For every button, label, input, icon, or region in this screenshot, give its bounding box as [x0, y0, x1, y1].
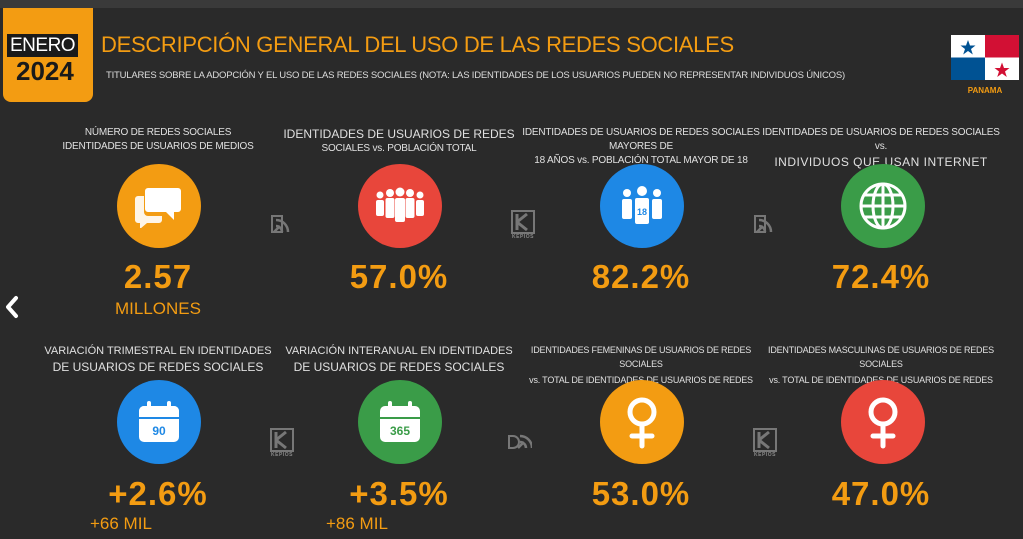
stat-label-line1: IDENTIDADES MASCULINAS DE USUARIOS DE RE…: [768, 345, 994, 369]
stat-value: 57.0%: [349, 258, 449, 295]
stat-value: 2.57: [123, 258, 193, 295]
stat-card-vs-internet: IDENTIDADES DE USUARIOS DE REDES SOCIALE…: [761, 126, 1001, 170]
stat-label-line1: IDENTIDADES DE USUARIOS DE REDES: [283, 127, 515, 141]
stat-unit: MILLONES: [115, 299, 201, 318]
globe-icon: [841, 164, 925, 248]
stat-change: +66 MIL: [90, 514, 152, 533]
datareportal-logo-icon: [750, 212, 780, 246]
icon-text: 18: [637, 207, 647, 217]
stat-card-quarterly: VARIACIÓN TRIMESTRAL EN IDENTIDADES DE U…: [38, 343, 278, 375]
chevron-left-icon: [6, 296, 18, 318]
kepios-label: KEPIOS: [271, 452, 293, 458]
kepios-logo-icon: KEPIOS: [750, 428, 780, 462]
people-group-icon: [358, 164, 442, 248]
icon-text: 90: [152, 424, 166, 438]
stat-card-social-users: NÚMERO DE REDES SOCIALES IDENTIDADES DE …: [38, 126, 278, 154]
stat-value: 82.2%: [591, 258, 691, 295]
speech-bubbles-icon: [117, 164, 201, 248]
female-symbol-icon: [600, 380, 684, 464]
date-year: 2024: [16, 56, 74, 86]
calendar-365-icon: 365: [358, 380, 442, 464]
stat-value: 53.0%: [591, 475, 691, 512]
kepios-logo-icon: KEPIOS: [267, 428, 297, 462]
country-label: PANAMA: [967, 86, 1003, 95]
date-month: ENERO: [7, 34, 79, 57]
stat-change: +86 MIL: [326, 514, 388, 533]
kepios-label: KEPIOS: [754, 452, 776, 458]
stat-value: 47.0%: [831, 475, 931, 512]
stat-card-annual: VARIACIÓN INTERANUAL EN IDENTIDADES DE U…: [279, 343, 519, 375]
stat-label-line2: SOCIALES vs. POBLACIÓN TOTAL: [321, 143, 477, 154]
stat-value: +2.6%: [108, 475, 208, 512]
stat-label-line1: IDENTIDADES DE USUARIOS DE REDES SOCIALE…: [762, 127, 1000, 152]
adults-18-icon: 18: [600, 164, 684, 248]
previous-slide-button[interactable]: [2, 292, 22, 322]
page-subtitle: TITULARES SOBRE LA ADOPCIÓN Y EL USO DE …: [106, 70, 845, 81]
stat-label-line1: VARIACIÓN INTERANUAL EN IDENTIDADES: [285, 345, 513, 357]
stat-card-vs-population: IDENTIDADES DE USUARIOS DE REDES SOCIALE…: [279, 126, 519, 156]
datareportal-logo-icon: [505, 428, 535, 462]
kepios-label: KEPIOS: [512, 234, 534, 240]
top-strip: [0, 0, 1023, 8]
stat-label-line2: DE USUARIOS DE REDES SOCIALES: [52, 360, 264, 374]
calendar-90-icon: 90: [117, 380, 201, 464]
stat-value: 72.4%: [831, 258, 931, 295]
female-symbol-icon: [841, 380, 925, 464]
panama-flag-icon: [951, 35, 1019, 80]
icon-text: 365: [390, 424, 410, 438]
stat-label-line1: VARIACIÓN TRIMESTRAL EN IDENTIDADES: [44, 345, 272, 357]
datareportal-logo-icon: [267, 212, 297, 246]
stat-value: +3.5%: [349, 475, 449, 512]
stat-label-line1: NÚMERO DE REDES SOCIALES: [84, 127, 232, 138]
kepios-logo-icon: KEPIOS: [508, 210, 538, 244]
stat-label-line2: IDENTIDADES DE USUARIOS DE MEDIOS: [62, 141, 254, 152]
stat-label-line1: IDENTIDADES DE USUARIOS DE REDES SOCIALE…: [522, 127, 760, 152]
stat-label-line2: DE USUARIOS DE REDES SOCIALES: [293, 360, 505, 374]
page-title: DESCRIPCIÓN GENERAL DEL USO DE LAS REDES…: [101, 32, 734, 57]
stat-label-line2: INDIVIDUOS QUE USAN INTERNET: [774, 155, 988, 169]
stat-label-line1: IDENTIDADES FEMENINAS DE USUARIOS DE RED…: [530, 345, 752, 369]
